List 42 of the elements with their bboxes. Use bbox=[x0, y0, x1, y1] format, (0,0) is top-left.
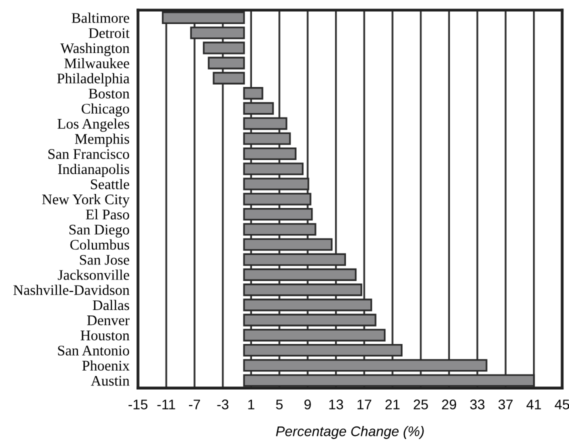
y-tick-label: Nashville-Davidson bbox=[13, 284, 130, 296]
y-tick-label: Memphis bbox=[74, 134, 130, 147]
x-tick-label: -15 bbox=[128, 400, 148, 410]
x-tick-label: 33 bbox=[470, 400, 484, 410]
x-tick-label: 37 bbox=[498, 400, 513, 410]
x-tick-label: 41 bbox=[526, 400, 541, 410]
x-tick-label: -3 bbox=[217, 400, 228, 410]
y-tick-label: San Francisco bbox=[48, 149, 130, 159]
y-tick-label: San Jose bbox=[80, 254, 130, 265]
y-tick-label: San Diego bbox=[69, 224, 130, 238]
x-tick-label: 29 bbox=[442, 400, 456, 410]
y-tick-label: Boston bbox=[88, 88, 130, 99]
y-tick-label: Indianapolis bbox=[58, 164, 130, 178]
x-tick-label: 45 bbox=[554, 400, 569, 410]
y-tick-label: Chicago bbox=[82, 103, 130, 117]
x-tick-label: 1 bbox=[248, 400, 254, 410]
y-tick-label: Detroit bbox=[88, 28, 130, 38]
y-tick-label: Phoenix bbox=[82, 360, 130, 371]
x-axis-title: Percentage Change (%) bbox=[276, 426, 424, 439]
y-tick-label: Columbus bbox=[70, 239, 130, 250]
x-tick-label: 21 bbox=[385, 400, 400, 410]
y-tick-label: Baltimore bbox=[72, 12, 130, 23]
x-tick-label: -7 bbox=[188, 400, 200, 410]
y-tick-label: San Antonio bbox=[58, 346, 130, 356]
x-tick-label: 17 bbox=[358, 400, 372, 410]
y-tick-label: Seattle bbox=[90, 178, 130, 190]
x-tick-label: 9 bbox=[304, 400, 311, 410]
y-tick-label: Jacksonville bbox=[58, 270, 130, 280]
y-tick-label: New York City bbox=[42, 194, 130, 208]
y-tick-label: Milwaukee bbox=[64, 58, 130, 68]
y-tick-label: Los Angeles bbox=[58, 118, 130, 132]
x-tick-label: -11 bbox=[157, 400, 176, 410]
y-tick-label: El Paso bbox=[86, 209, 130, 220]
x-tick-label: 5 bbox=[276, 400, 283, 410]
y-tick-label: Philadelphia bbox=[57, 73, 130, 86]
y-tick-label: Washington bbox=[60, 42, 130, 56]
y-tick-label: Dallas bbox=[92, 300, 130, 310]
y-tick-label: Houston bbox=[80, 330, 130, 340]
x-tick-label: 25 bbox=[414, 400, 428, 410]
y-tick-label: Austin bbox=[90, 376, 130, 386]
y-tick-label: Denver bbox=[87, 316, 130, 326]
x-tick-label: 13 bbox=[329, 400, 344, 410]
